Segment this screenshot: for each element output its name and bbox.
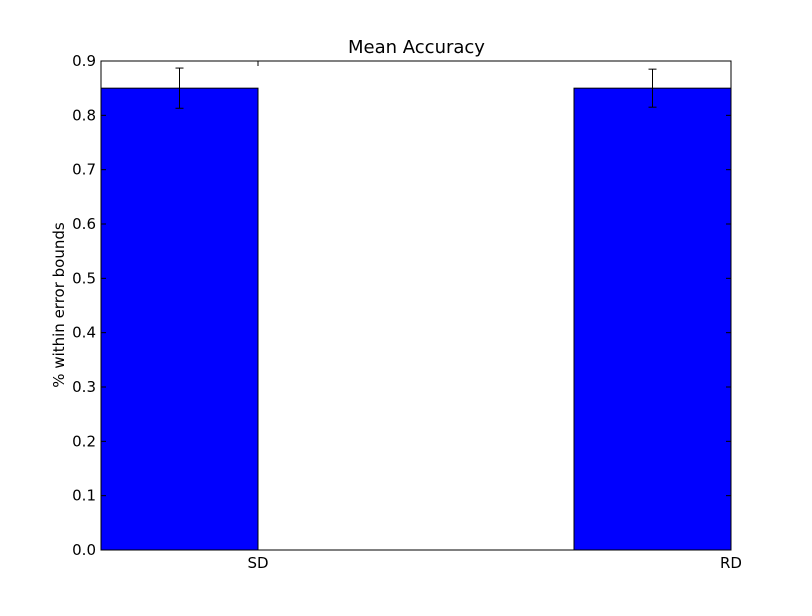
y-tick-label: 0.6 xyxy=(72,215,96,233)
bar-sd xyxy=(100,87,259,551)
bars-layer xyxy=(100,87,732,551)
x-tick-label: RD xyxy=(720,554,742,572)
y-axis-label: % within error bounds xyxy=(50,222,68,388)
y-tick-label: 0.9 xyxy=(72,52,96,70)
error-bars-layer xyxy=(175,67,657,109)
ticks-layer xyxy=(101,60,732,551)
bar-rd xyxy=(573,87,732,551)
x-tick-label: SD xyxy=(247,554,268,572)
y-tick-label: 0.7 xyxy=(72,161,96,179)
y-tick-label: 0.0 xyxy=(72,541,96,559)
y-tick-label: 0.2 xyxy=(72,432,96,450)
tick-labels-layer: SD RD 0.0 0.1 0.2 0.3 0.4 0.5 0.6 0.7 0.8 0.9 xyxy=(72,52,742,572)
axis-layer xyxy=(100,60,732,551)
plot-frame xyxy=(100,60,732,551)
chart-title: Mean Accuracy xyxy=(348,37,485,58)
y-tick-label: 0.8 xyxy=(72,106,96,124)
y-tick-label: 0.5 xyxy=(72,269,96,287)
y-tick-label: 0.3 xyxy=(72,378,96,396)
y-tick-label: 0.1 xyxy=(72,487,96,505)
y-tick-label: 0.4 xyxy=(72,324,96,342)
